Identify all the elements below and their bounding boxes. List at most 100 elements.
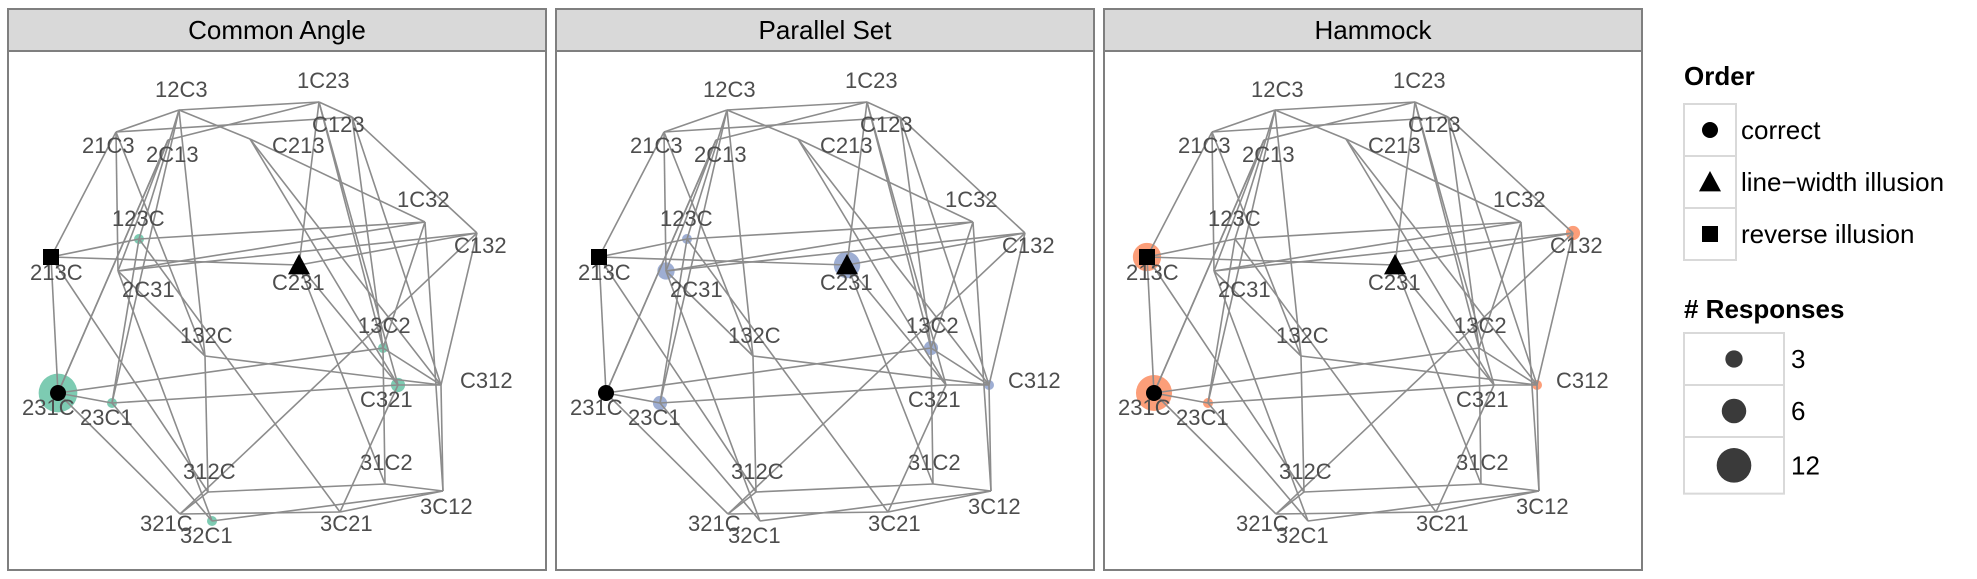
panel-border xyxy=(1103,8,1643,571)
node-label-c132: C132 xyxy=(454,233,507,258)
edge-21c3-213c xyxy=(1146,131,1213,258)
edge-12c3-132c xyxy=(1274,109,1302,357)
edge-2c31-c132 xyxy=(665,232,1026,272)
edge-c321-3c21 xyxy=(1435,384,1495,513)
edge-2c13-1c23 xyxy=(715,101,868,141)
node-label-1c32: 1C32 xyxy=(397,187,450,212)
edge-12c3-132c xyxy=(726,109,754,357)
edge-231c-2c13 xyxy=(57,139,169,394)
node-label-132c: 132C xyxy=(728,323,781,348)
node-label-2c13: 2C13 xyxy=(146,142,199,167)
node-label-312c: 312C xyxy=(1279,459,1332,484)
edge-c132-c312 xyxy=(440,232,478,386)
node-label-32c1: 32C1 xyxy=(728,523,781,548)
node-label-31c2: 31C2 xyxy=(360,450,413,475)
legend-size-title: # Responses xyxy=(1684,294,1844,324)
node-label-1c32: 1C32 xyxy=(1493,187,1546,212)
edge-c213-1c32 xyxy=(249,138,426,223)
legend-label-correct: correct xyxy=(1741,115,1821,145)
node-label-3c21: 3C21 xyxy=(320,511,373,536)
node-label-312c: 312C xyxy=(731,459,784,484)
node-label-321c: 321C xyxy=(1236,511,1289,536)
network-edges xyxy=(1146,101,1574,522)
edge-c213-12c3 xyxy=(726,109,799,140)
marker-reverse-illusion-213c xyxy=(1139,249,1155,265)
node-label-c321: C321 xyxy=(360,387,413,412)
node-label-12c3: 12C3 xyxy=(703,77,756,102)
edge-c231-c321 xyxy=(298,264,399,386)
legend-size-circle-3 xyxy=(1725,350,1743,368)
edge-13c2-c312 xyxy=(930,347,990,386)
edge-231c-23c1 xyxy=(57,392,113,404)
edge-c231-c132 xyxy=(1394,232,1574,266)
edge-1c23-c231 xyxy=(298,101,320,266)
edge-13c2-31c2 xyxy=(930,347,934,485)
edge-2c31-132c xyxy=(665,270,754,357)
edge-31c2-3c12 xyxy=(384,483,444,492)
legend-size-circle-12 xyxy=(1716,448,1752,483)
node-label-c123: C123 xyxy=(860,112,913,137)
node-label-c312: C312 xyxy=(460,368,513,393)
edge-2c13-2c31 xyxy=(117,139,169,272)
edge-23c1-c321 xyxy=(1207,384,1495,404)
node-label-21c3: 21C3 xyxy=(1178,133,1231,158)
node-label-1c32: 1C32 xyxy=(945,187,998,212)
edge-2c13-2c31 xyxy=(1213,139,1265,272)
edge-32c1-3c12 xyxy=(759,490,992,522)
marker-correct-231c xyxy=(1146,385,1162,401)
edge-213c-231c xyxy=(598,256,607,394)
edge-213c-231c xyxy=(50,256,59,394)
edge-3c21-3c12 xyxy=(887,490,992,513)
edge-12c3-132c xyxy=(178,109,206,357)
node-label-13c2: 13C2 xyxy=(906,313,959,338)
legend-marker-line-width-illusion xyxy=(1699,171,1721,192)
edge-312c-31c2 xyxy=(1303,483,1482,493)
edge-c231-31c2 xyxy=(846,264,934,485)
panel-strip xyxy=(7,8,547,52)
panel-strip xyxy=(555,8,1095,52)
edge-231c-23c1 xyxy=(1153,392,1209,404)
edge-231c-321c xyxy=(1153,392,1277,515)
edge-132c-c312 xyxy=(1300,355,1538,386)
edge-13c2-31c2 xyxy=(1478,347,1482,485)
edge-231c-321c xyxy=(57,392,181,515)
edge-21c3-2c31 xyxy=(663,131,667,272)
node-label-12c3: 12C3 xyxy=(155,77,208,102)
edge-2c31-32c1 xyxy=(1213,270,1309,522)
edge-132c-21c3 xyxy=(663,131,754,357)
node-label-c312: C312 xyxy=(1008,368,1061,393)
edge-c132-321c xyxy=(727,232,1026,515)
node-label-231c: 231C xyxy=(1118,395,1171,420)
edge-123c-23c1 xyxy=(111,238,140,404)
edge-32c1-3c12 xyxy=(211,490,444,522)
edge-123c-3c21 xyxy=(138,238,341,513)
edge-231c-2c13 xyxy=(1153,139,1265,394)
edge-23c1-c321 xyxy=(111,384,399,404)
node-label-c312: C312 xyxy=(1556,368,1609,393)
edge-c231-31c2 xyxy=(1394,264,1482,485)
edge-123c-1c32 xyxy=(138,221,426,240)
edge-213c-312c xyxy=(1146,256,1305,493)
edge-2c31-c132 xyxy=(117,232,478,272)
node-label-c321: C321 xyxy=(908,387,961,412)
edge-132c-c312 xyxy=(752,355,990,386)
edge-2c31-132c xyxy=(1213,270,1302,357)
edge-c123-c312 xyxy=(1447,116,1538,386)
edge-12c3-1c23 xyxy=(1274,101,1416,111)
edge-c123-1c23 xyxy=(866,101,901,118)
node-label-1c23: 1C23 xyxy=(297,68,350,93)
order-markers xyxy=(43,249,310,401)
node-label-32c1: 32C1 xyxy=(180,523,233,548)
edge-123c-1c32 xyxy=(1234,221,1522,240)
edge-c123-c132 xyxy=(351,116,478,234)
edge-21c3-213c xyxy=(50,131,117,258)
edge-213c-c231 xyxy=(50,256,300,266)
legend-marker-correct xyxy=(1702,122,1718,138)
edge-c231-c321 xyxy=(846,264,947,386)
edge-21c3-c123 xyxy=(663,116,901,133)
legend-size-label-12: 12 xyxy=(1791,450,1820,480)
edge-123c-23c1 xyxy=(659,238,688,404)
edge-c321-3c21 xyxy=(887,384,947,513)
marker-line-width-illusion-c231 xyxy=(1384,254,1406,275)
